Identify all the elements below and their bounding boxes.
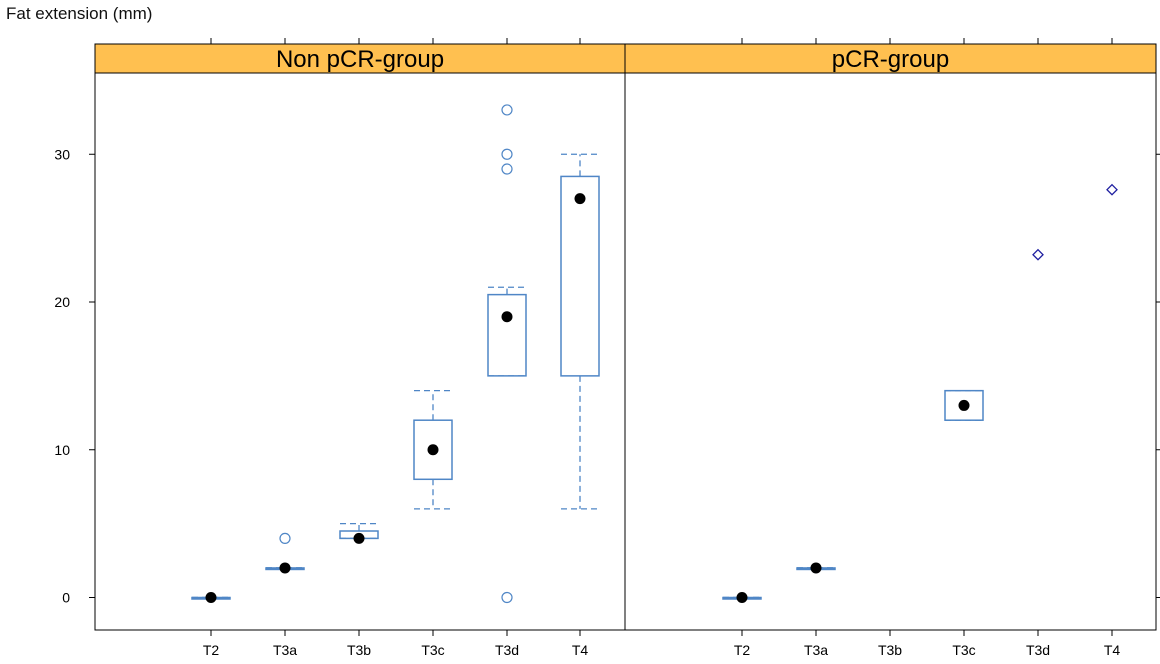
outlier-point bbox=[501, 104, 513, 116]
median-dot bbox=[427, 444, 439, 456]
median-dot bbox=[736, 591, 748, 603]
panel-frame bbox=[624, 72, 1157, 631]
single-value-point bbox=[1032, 248, 1044, 261]
median-dot bbox=[279, 562, 291, 574]
x-tick-label: T2 bbox=[203, 642, 220, 658]
median-dot bbox=[205, 591, 217, 603]
median-dot bbox=[574, 193, 586, 205]
panel-strip bbox=[624, 43, 1157, 74]
median-dot bbox=[501, 311, 513, 323]
y-tick-label: 30 bbox=[54, 146, 70, 162]
median-dot bbox=[353, 532, 365, 544]
y-tick-label: 0 bbox=[62, 589, 70, 605]
outlier-point bbox=[501, 591, 513, 604]
x-tick-label: T3b bbox=[878, 642, 902, 658]
single-value-point bbox=[1106, 183, 1118, 196]
x-tick-label: T3c bbox=[421, 642, 444, 658]
panel-strip-label: Non pCR-group bbox=[276, 46, 444, 73]
y-axis-title: Fat extension (mm) bbox=[6, 4, 153, 23]
median-dot bbox=[958, 399, 970, 411]
x-tick-label: T3c bbox=[952, 642, 975, 658]
outlier-point bbox=[501, 163, 513, 175]
median-dot bbox=[810, 562, 822, 574]
x-tick-label: T3a bbox=[273, 642, 297, 658]
x-tick-label: T3d bbox=[495, 642, 519, 658]
x-tick-label: T3d bbox=[1026, 642, 1050, 658]
box bbox=[413, 419, 453, 481]
box bbox=[560, 175, 600, 377]
box bbox=[487, 293, 527, 377]
x-tick-label: T3a bbox=[804, 642, 828, 658]
y-tick-label: 10 bbox=[54, 442, 70, 458]
y-tick-label: 20 bbox=[54, 294, 70, 310]
x-tick-label: T3b bbox=[347, 642, 371, 658]
outlier-point bbox=[501, 148, 513, 160]
x-tick-label: T2 bbox=[734, 642, 751, 658]
outlier-point bbox=[279, 532, 291, 544]
panel-frame bbox=[94, 72, 626, 631]
panel-strip-label: pCR-group bbox=[832, 46, 949, 73]
x-tick-label: T4 bbox=[1104, 642, 1121, 658]
box bbox=[944, 389, 984, 421]
x-tick-label: T4 bbox=[572, 642, 589, 658]
